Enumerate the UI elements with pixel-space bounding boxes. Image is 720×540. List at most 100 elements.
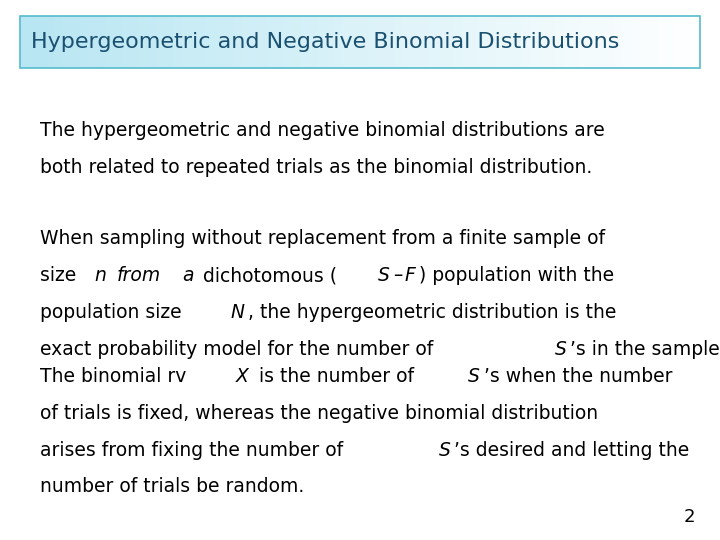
Bar xyxy=(385,16,395,68)
Bar xyxy=(190,16,200,68)
Bar xyxy=(462,16,472,68)
Bar xyxy=(479,16,489,68)
Bar xyxy=(624,16,634,68)
Bar xyxy=(487,16,498,68)
Bar xyxy=(539,16,549,68)
Bar xyxy=(105,16,115,68)
Bar xyxy=(343,16,353,68)
Bar xyxy=(496,16,506,68)
Text: –: – xyxy=(393,266,402,285)
Bar xyxy=(284,16,294,68)
Bar xyxy=(165,16,174,68)
Text: dichotomous (: dichotomous ( xyxy=(197,266,337,285)
Bar xyxy=(309,16,319,68)
Bar xyxy=(156,16,166,68)
Bar xyxy=(207,16,217,68)
Bar xyxy=(199,16,209,68)
Bar xyxy=(454,16,464,68)
Bar xyxy=(148,16,158,68)
Bar xyxy=(63,16,73,68)
Text: The binomial rv: The binomial rv xyxy=(40,367,192,386)
Bar xyxy=(326,16,336,68)
Bar xyxy=(275,16,285,68)
Bar xyxy=(564,16,574,68)
Text: S: S xyxy=(468,367,480,386)
Bar xyxy=(258,16,268,68)
Text: , the hypergeometric distribution is the: , the hypergeometric distribution is the xyxy=(248,303,616,322)
Bar xyxy=(555,16,565,68)
Text: is the number of: is the number of xyxy=(253,367,420,386)
Bar xyxy=(173,16,183,68)
Text: F: F xyxy=(405,266,415,285)
Text: number of trials be random.: number of trials be random. xyxy=(40,477,304,496)
Bar xyxy=(615,16,625,68)
Bar xyxy=(139,16,149,68)
Bar xyxy=(505,16,514,68)
Bar xyxy=(666,16,676,68)
Bar xyxy=(470,16,480,68)
Text: n: n xyxy=(94,266,106,285)
Bar xyxy=(20,16,30,68)
Text: from: from xyxy=(117,266,161,285)
Bar xyxy=(598,16,608,68)
Text: exact probability model for the number of: exact probability model for the number o… xyxy=(40,340,439,359)
Bar xyxy=(114,16,124,68)
Bar xyxy=(606,16,616,68)
Text: N: N xyxy=(230,303,244,322)
Text: X: X xyxy=(236,367,249,386)
Bar xyxy=(428,16,438,68)
Bar xyxy=(71,16,81,68)
Bar xyxy=(292,16,302,68)
Text: ) population with the: ) population with the xyxy=(418,266,613,285)
Bar xyxy=(20,16,700,68)
Text: When sampling without replacement from a finite sample of: When sampling without replacement from a… xyxy=(40,230,605,248)
Bar xyxy=(318,16,328,68)
Bar xyxy=(351,16,361,68)
Bar xyxy=(266,16,276,68)
Bar xyxy=(675,16,684,68)
Bar xyxy=(233,16,243,68)
Bar xyxy=(241,16,251,68)
Bar xyxy=(411,16,421,68)
Bar xyxy=(360,16,370,68)
Bar xyxy=(420,16,429,68)
Text: The hypergeometric and negative binomial distributions are: The hypergeometric and negative binomial… xyxy=(40,122,604,140)
Text: ’s when the number: ’s when the number xyxy=(484,367,678,386)
Text: size: size xyxy=(40,266,82,285)
Bar xyxy=(521,16,531,68)
Bar xyxy=(130,16,140,68)
Bar xyxy=(632,16,642,68)
Bar xyxy=(369,16,379,68)
Bar xyxy=(590,16,599,68)
Bar xyxy=(300,16,310,68)
Bar xyxy=(530,16,540,68)
Bar xyxy=(29,16,39,68)
Text: S: S xyxy=(377,266,390,285)
Bar xyxy=(54,16,64,68)
Text: ’s in the sample.: ’s in the sample. xyxy=(570,340,720,359)
Bar xyxy=(45,16,55,68)
Text: arises from fixing the number of: arises from fixing the number of xyxy=(40,441,348,460)
Bar xyxy=(215,16,225,68)
Bar xyxy=(513,16,523,68)
Bar xyxy=(335,16,344,68)
Bar xyxy=(572,16,582,68)
Bar xyxy=(394,16,404,68)
Bar xyxy=(80,16,89,68)
Bar xyxy=(436,16,446,68)
Text: 2: 2 xyxy=(683,509,695,526)
Text: S: S xyxy=(438,441,450,460)
Bar xyxy=(122,16,132,68)
Bar xyxy=(445,16,455,68)
Bar xyxy=(377,16,387,68)
Text: population size: population size xyxy=(40,303,187,322)
Bar xyxy=(250,16,259,68)
Bar xyxy=(224,16,234,68)
Bar xyxy=(181,16,192,68)
Text: Hypergeometric and Negative Binomial Distributions: Hypergeometric and Negative Binomial Dis… xyxy=(31,32,619,52)
Bar xyxy=(547,16,557,68)
Bar xyxy=(640,16,650,68)
Text: both related to repeated trials as the binomial distribution.: both related to repeated trials as the b… xyxy=(40,158,592,177)
Text: ’s desired and letting the: ’s desired and letting the xyxy=(454,441,689,460)
Bar xyxy=(691,16,701,68)
